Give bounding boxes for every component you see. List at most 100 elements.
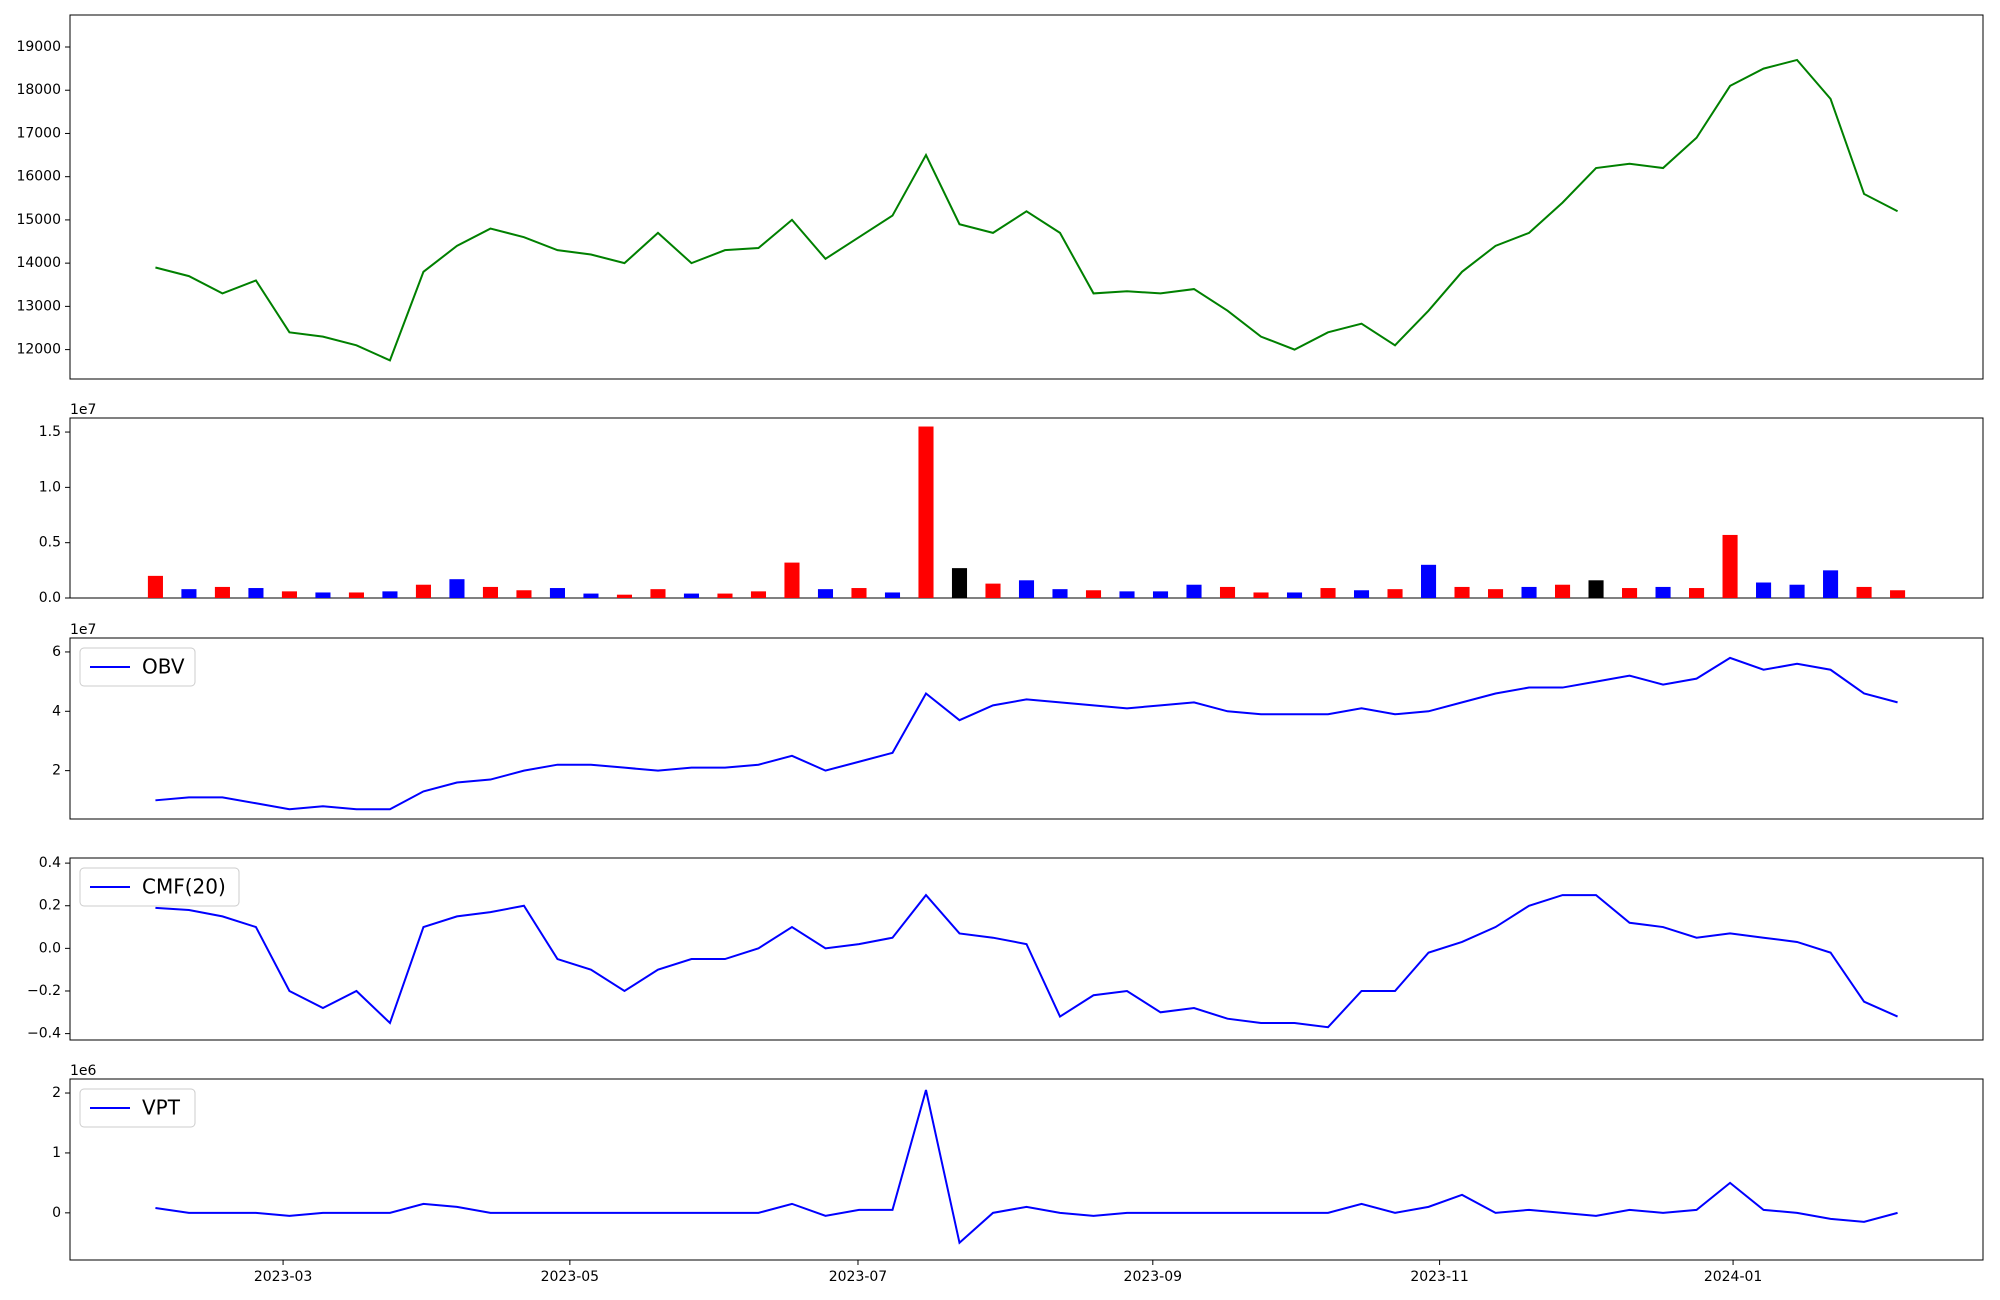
volume-bar [147, 575, 163, 598]
volume-bar [1052, 589, 1068, 598]
volume-bar [1722, 534, 1738, 598]
y-tick-label: 13000 [16, 298, 61, 314]
legend-box [79, 647, 196, 687]
volume-bar [1353, 590, 1370, 598]
volume-bar [1219, 586, 1236, 598]
legend-label: CMF(20) [142, 875, 226, 899]
x-tick-label: 2023-03 [254, 1269, 313, 1285]
volume-bar [315, 592, 331, 598]
legend-box [79, 867, 240, 907]
volume-bar [817, 589, 834, 598]
volume-bar [1253, 592, 1269, 598]
volume-bar [1890, 590, 1906, 598]
y-tick-label: 4 [52, 703, 61, 719]
volume-bar [1622, 588, 1638, 598]
volume-bar [516, 590, 532, 598]
y-tick-label: 0.5 [39, 535, 61, 551]
volume-bar [583, 593, 599, 598]
volume-bar [1588, 580, 1604, 598]
volume-bar [214, 586, 230, 598]
plot-frame [69, 857, 1984, 1041]
offset-label: 1e7 [70, 622, 96, 638]
volume-bar [784, 562, 800, 598]
y-tick-label: −0.2 [27, 983, 61, 999]
volume-bar [717, 593, 733, 598]
series-line [155, 656, 1898, 811]
volume-bar [1420, 564, 1437, 598]
volume-bar [616, 594, 633, 598]
x-tick-label: 2023-07 [829, 1269, 888, 1285]
series-line [155, 58, 1899, 362]
volume-bar [1454, 586, 1470, 598]
volume-bar [650, 589, 666, 598]
y-tick-label: 2 [52, 1085, 61, 1101]
volume-bar [1018, 580, 1035, 598]
volume-bar [1789, 584, 1805, 598]
volume-bar [348, 592, 364, 598]
volume-bar [181, 589, 197, 598]
volume-bar [1756, 582, 1772, 598]
volume-bar [851, 588, 867, 598]
series-line [155, 893, 1898, 1029]
y-tick-label: 18000 [16, 82, 61, 98]
y-tick-label: 12000 [16, 342, 61, 358]
y-tick-label: 0.4 [39, 855, 61, 871]
y-tick-label: 14000 [16, 255, 61, 271]
volume-bar [1555, 584, 1571, 598]
volume-bar [1689, 588, 1705, 598]
volume-bar [1186, 584, 1202, 598]
volume-bar [1320, 588, 1336, 598]
y-tick-label: 1 [52, 1145, 61, 1161]
y-tick-label: 6 [52, 644, 61, 660]
offset-label: 1e6 [70, 1063, 97, 1079]
volume-bar [1521, 586, 1537, 598]
x-tick-label: 2023-11 [1410, 1269, 1469, 1285]
plot-frame [69, 637, 1984, 820]
volume-bar [1286, 592, 1303, 598]
volume-bar [985, 583, 1001, 598]
series-line [155, 1089, 1898, 1245]
offset-label: 1e7 [70, 402, 96, 418]
y-tick-label: 16000 [16, 169, 61, 185]
volume-bar [1823, 570, 1839, 598]
volume-bar [549, 588, 566, 598]
legend-box [79, 1088, 196, 1128]
volume-bar [951, 568, 968, 598]
volume-bar [449, 579, 465, 598]
y-tick-label: 17000 [16, 125, 61, 141]
y-tick-label: 1.0 [39, 479, 61, 495]
volume-bar [382, 591, 398, 598]
x-tick-label: 2023-05 [541, 1269, 600, 1285]
volume-bar [248, 588, 264, 598]
volume-bar [750, 591, 767, 598]
y-tick-label: 1.5 [39, 424, 61, 440]
volume-bar [683, 593, 700, 598]
x-tick-label: 2024-01 [1704, 1269, 1763, 1285]
volume-bar [1655, 586, 1671, 598]
y-tick-label: 0.2 [39, 898, 61, 914]
volume-bar [1152, 591, 1169, 598]
y-tick-label: 0 [52, 1205, 61, 1221]
volume-bar [1085, 590, 1102, 598]
y-tick-label: −0.4 [27, 1026, 61, 1042]
plot-frame [69, 1078, 1984, 1261]
volume-bar [482, 586, 498, 598]
y-tick-label: 0.0 [39, 940, 61, 956]
y-tick-label: 2 [52, 763, 61, 779]
y-tick-label: 19000 [16, 39, 61, 55]
x-tick-label: 2023-09 [1124, 1269, 1183, 1285]
volume-bar [918, 426, 934, 598]
y-tick-label: 0.0 [39, 590, 61, 606]
y-tick-label: 15000 [16, 212, 61, 228]
volume-bar [281, 591, 297, 598]
volume-bar [1487, 589, 1504, 598]
volume-bar [415, 584, 431, 598]
legend-label: VPT [142, 1096, 181, 1120]
plot-frame [69, 417, 1984, 599]
volume-bar [1119, 591, 1135, 598]
volume-bar [884, 592, 901, 598]
legend-label: OBV [142, 655, 185, 679]
plot-frame [69, 14, 1984, 380]
